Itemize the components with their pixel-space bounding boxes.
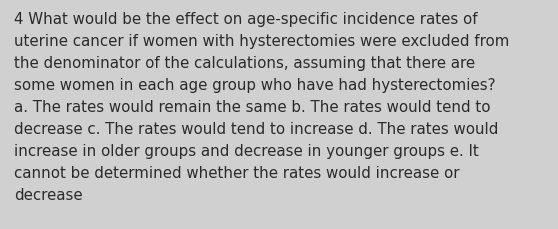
Text: some women in each age group who have had hysterectomies?: some women in each age group who have ha… (14, 78, 496, 93)
Text: decrease c. The rates would tend to increase d. The rates would: decrease c. The rates would tend to incr… (14, 121, 498, 136)
Text: uterine cancer if women with hysterectomies were excluded from: uterine cancer if women with hysterectom… (14, 34, 509, 49)
Text: cannot be determined whether the rates would increase or: cannot be determined whether the rates w… (14, 165, 459, 180)
Text: increase in older groups and decrease in younger groups e. It: increase in older groups and decrease in… (14, 143, 479, 158)
Text: decrease: decrease (14, 187, 83, 202)
Text: 4 What would be the effect on age-specific incidence rates of: 4 What would be the effect on age-specif… (14, 12, 478, 27)
Text: a. The rates would remain the same b. The rates would tend to: a. The rates would remain the same b. Th… (14, 100, 490, 114)
Text: the denominator of the calculations, assuming that there are: the denominator of the calculations, ass… (14, 56, 475, 71)
